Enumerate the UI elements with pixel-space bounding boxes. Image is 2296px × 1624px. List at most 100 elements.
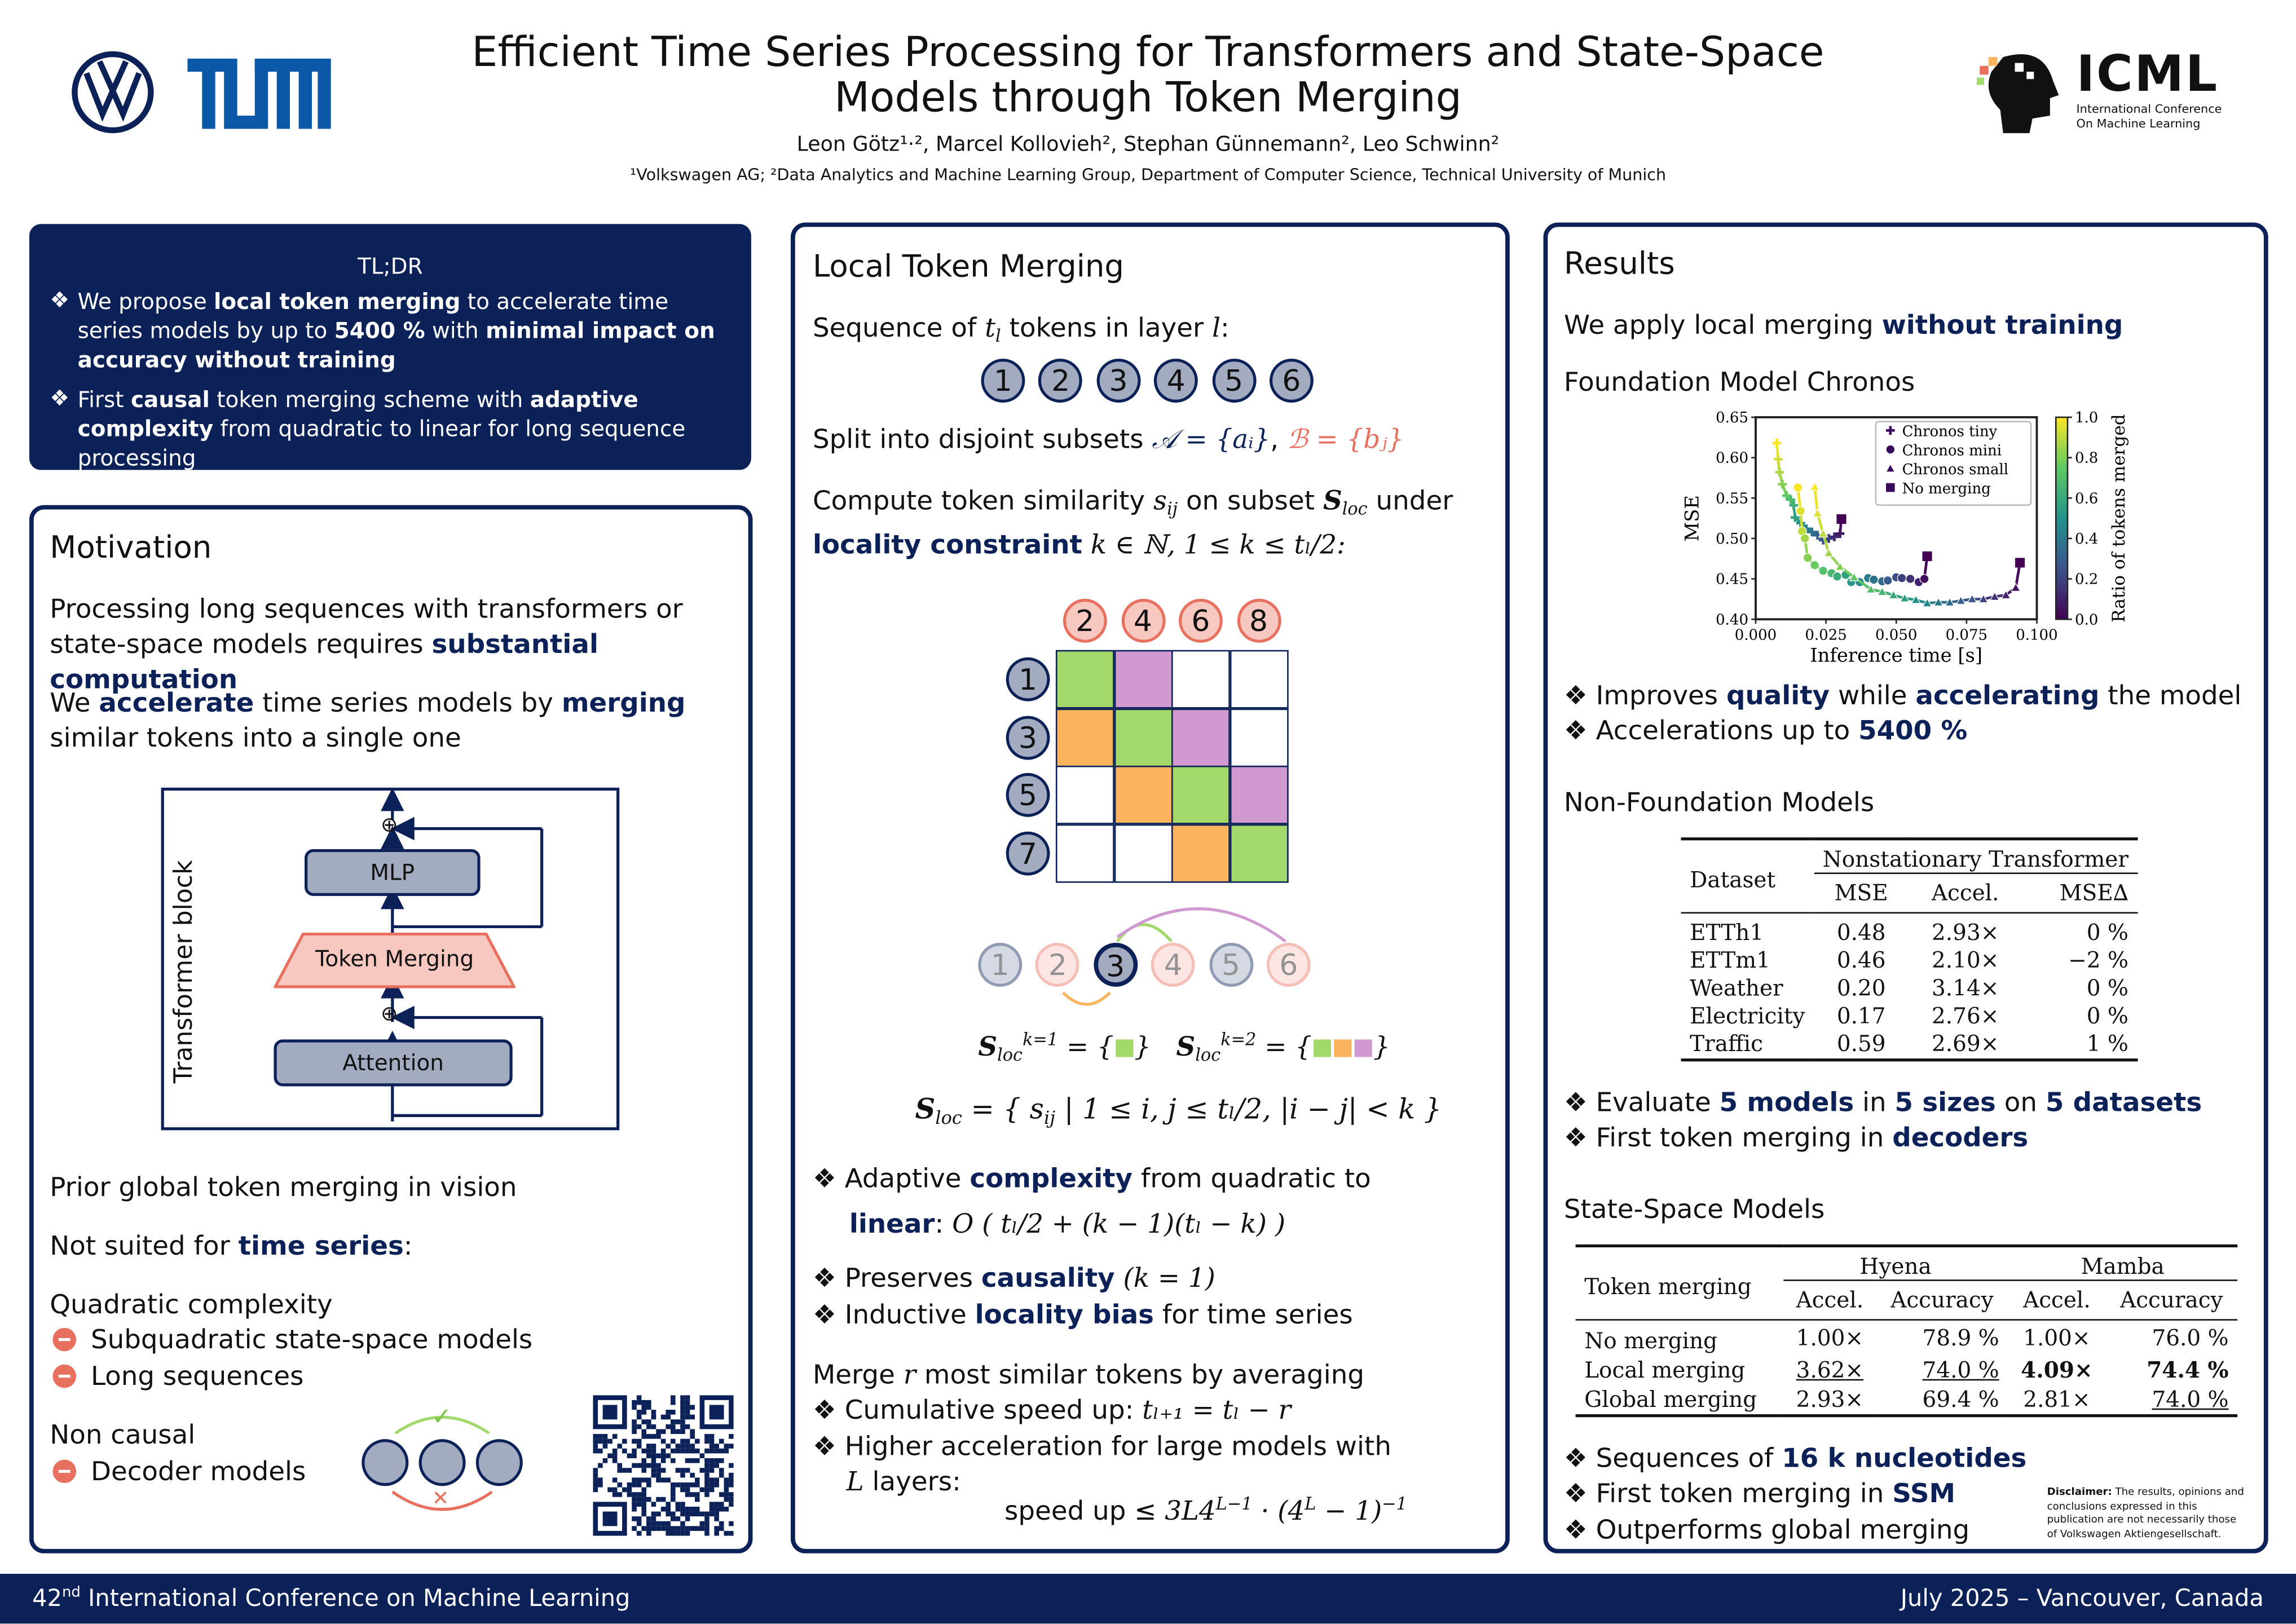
text-segment: = {: [1058, 1032, 1114, 1063]
text-segment: most similar tokens by averaging: [916, 1360, 1365, 1391]
data-point-triangle: [1835, 561, 1845, 571]
data-point-plus: [1790, 513, 1800, 522]
col-accuracy: Accuracy: [2120, 1287, 2223, 1313]
token-merging-trapezoid: [274, 932, 515, 988]
data-point-plus: [1807, 527, 1817, 537]
colorbar-tick-label: 0.2: [2075, 571, 2098, 588]
ssm-bullet: ❖ Outperforms global merging: [1564, 1514, 1969, 1549]
col-accel: Accel.: [1796, 1287, 1864, 1313]
chain-token-5: 5: [1209, 943, 1253, 987]
data-point-circle: [1868, 575, 1879, 585]
tldr-item-2: First causal token merging scheme with a…: [78, 385, 737, 473]
colorbar-label: Ratio of tokens merged: [2109, 414, 2129, 623]
text-segment: s: [1153, 486, 1167, 517]
data-point-circle: [1796, 506, 1806, 516]
x-tick-label: 0.000: [1735, 627, 1777, 644]
nonstationary-table: Dataset Nonstationary Transformer MSE Acce…: [1681, 837, 2138, 1061]
grid-cell-green: [1113, 708, 1173, 767]
text-segment: l: [995, 325, 1001, 347]
table-row: ETTh1 0.48 2.93× 0 %: [1681, 912, 2138, 947]
grid-cell-orange: [1055, 708, 1114, 767]
text-segment: ❖ Higher acceleration for large models w…: [812, 1432, 1391, 1463]
text-segment: 𝒜 = {aᵢ}: [1152, 424, 1271, 456]
text-segment: 5400 %: [1858, 716, 1968, 747]
legend-entry: Chronos tiny: [1902, 423, 1998, 440]
nonfound-bullet: ❖ First token merging in decoders: [1564, 1122, 2028, 1157]
data-point-square: [1922, 551, 1932, 562]
bullet-large-models: ❖ Higher acceleration for large models w…: [813, 1431, 1391, 1466]
token-circle: [362, 1439, 409, 1486]
text-segment: loc: [997, 1044, 1023, 1065]
orange-swatch: [1333, 1039, 1352, 1057]
bullet-causality: ❖ Preserves causality (k = 1): [813, 1262, 1215, 1297]
token-circle: [418, 1439, 466, 1486]
data-point-triangle: [1823, 548, 1834, 557]
text-segment: S: [978, 1032, 998, 1063]
authors: Leon Götz¹·², Marcel Kollovieh², Stephan…: [796, 133, 1500, 157]
table-cell: Traffic: [1690, 1030, 1763, 1057]
bullet-complexity-2: linear: O ( tₗ/2 + (k − 1)(tₗ − k) ): [849, 1208, 1285, 1243]
text-segment: 16 k nucleotides: [1782, 1443, 2027, 1475]
local-title: Local Token Merging: [812, 249, 1125, 284]
text-segment: Disclaimer:: [2047, 1486, 2112, 1498]
y-tick-label: 0.45: [1716, 571, 1748, 588]
text-segment: complexity: [969, 1164, 1133, 1195]
chain-token-3: 3: [1093, 943, 1138, 987]
data-point-plus: [1774, 454, 1783, 464]
causal-arrow: [394, 1415, 490, 1435]
sloc-k1: Slock=1 = {: [978, 1029, 1114, 1065]
text-segment: S: [1323, 486, 1342, 517]
chain-token-6: 6: [1266, 943, 1311, 987]
vw-logo: [72, 51, 154, 134]
ssm-bullet: ❖ First token merging in SSM: [1564, 1477, 1955, 1512]
text-segment: under: [1367, 486, 1453, 517]
chronos-title: Foundation Model Chronos: [1563, 367, 1915, 399]
token-1: 1: [981, 359, 1025, 403]
colorbar-tick-label: 0.4: [2075, 531, 2098, 548]
mlp-block: MLP: [305, 849, 481, 896]
grid-cell-white: [1229, 650, 1288, 709]
data-point-circle: [1919, 574, 1929, 584]
text-segment: :: [1220, 313, 1229, 345]
text-segment: locality bias: [975, 1300, 1154, 1331]
chronos-bullet: ❖ Accelerations up to 5400 %: [1564, 714, 1967, 749]
data-point-plus: [1775, 467, 1784, 477]
table-cell: 2.69×: [1932, 1030, 1999, 1057]
footer-conference: International Conference on Machine Lear…: [80, 1584, 631, 1612]
col-mse: MSE: [1834, 880, 1888, 907]
grid-cell-green: [1055, 650, 1114, 709]
text-segment: Split into disjoint subsets: [812, 424, 1152, 456]
y-tick-label: 0.40: [1716, 611, 1748, 628]
text-segment: tₗ₊₁ = tₗ − r: [1142, 1395, 1291, 1426]
add-icon: ⊕: [381, 1003, 398, 1027]
chain-token-4: 4: [1151, 943, 1196, 987]
colorbar-tick-label: 0.0: [2075, 611, 2098, 628]
sloc-k2: Slock=2 = {: [1176, 1029, 1311, 1065]
col-accel: Accel.: [1931, 880, 1999, 907]
text-segment: ❖ Inductive: [812, 1300, 975, 1331]
text-segment: minimal impact on accuracy without train…: [77, 317, 715, 374]
table-cell: 4.09×: [2021, 1357, 2093, 1384]
results-title: Results: [1563, 246, 1675, 281]
data-point-plus: [1772, 439, 1782, 448]
text-segment: L: [846, 1467, 864, 1498]
green-swatch: [1115, 1039, 1133, 1057]
text-segment: quality: [1726, 681, 1830, 712]
purple-swatch: [1354, 1039, 1372, 1057]
colorbar-tick-label: 0.6: [2075, 490, 2098, 507]
motivation-panel: [29, 505, 753, 1554]
col-group: Nonstationary Transformer: [1814, 839, 2138, 874]
data-point-circle: [1905, 574, 1915, 584]
chronos-bullet: ❖ Improves quality while accelerating th…: [1564, 679, 2242, 714]
data-point-square: [2015, 558, 2025, 568]
data-point-plus: [1789, 501, 1799, 510]
text-segment: We propose: [77, 288, 214, 315]
text-segment: on: [1995, 1088, 2046, 1119]
data-point-triangle: [2000, 590, 2011, 599]
text-segment: accelerate: [99, 688, 254, 719]
brace: }: [1373, 1032, 1390, 1063]
minus-circle-icon: [52, 1459, 77, 1484]
qr-code[interactable]: [593, 1395, 734, 1536]
icml-head-icon: [1977, 54, 2059, 134]
text-segment: = { s: [962, 1093, 1044, 1126]
